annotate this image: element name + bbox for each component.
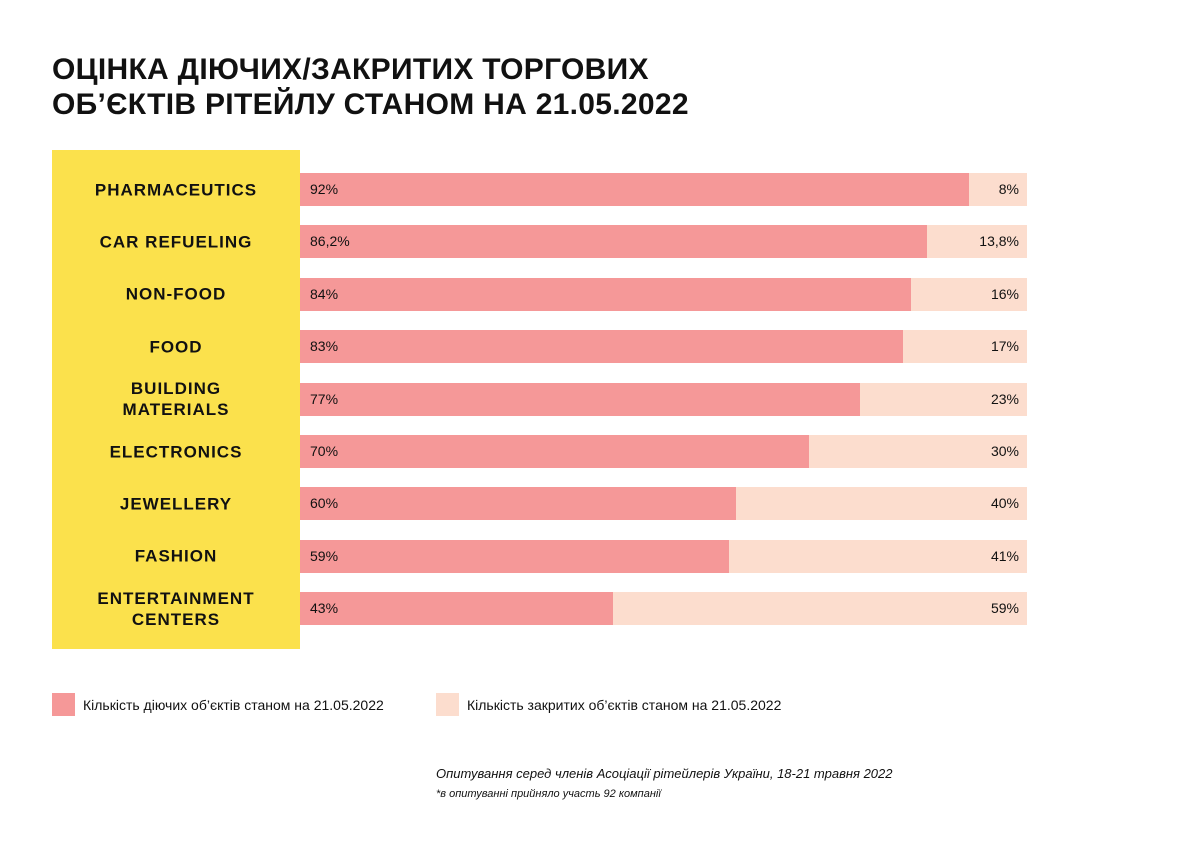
data-label-open: 43% (310, 600, 339, 617)
category-label-line: ELECTRONICS (109, 442, 243, 461)
bar-open (300, 330, 904, 364)
category-label: FOOD (52, 336, 300, 357)
bar-closed (910, 277, 1027, 311)
data-label-open: 77% (310, 390, 339, 407)
category-label: BUILDING MATERIALS (52, 378, 300, 420)
legend-swatch-closed (436, 693, 459, 716)
bar-open (300, 539, 729, 573)
category-label-line: FASHION (134, 546, 218, 566)
bar-closed (728, 539, 1027, 573)
legend-label-closed: Кількість закритих об’єктів станом на 21… (467, 696, 782, 713)
category-label: JEWELLERY (52, 493, 300, 514)
bar-closed (968, 173, 1027, 206)
data-label-open: 83% (310, 338, 339, 355)
bar-open (300, 173, 969, 206)
bar-closed (859, 382, 1027, 416)
data-label-closed: 59% (990, 600, 1019, 617)
bar-open (300, 277, 911, 311)
data-label-open: 84% (310, 285, 339, 302)
category-label-line: ENTERTAINMENT (97, 588, 255, 608)
category-label: ELECTRONICS (52, 441, 300, 462)
data-label-open: 70% (310, 443, 339, 459)
bar-closed (903, 330, 1027, 364)
chart-title-line-1: ОЦІНКА ДІЮЧИХ/ЗАКРИТИХ ТОРГОВИХ (52, 53, 649, 86)
legend-swatch-open (52, 693, 75, 716)
bar-closed (926, 225, 1027, 259)
data-label-open: 60% (310, 495, 339, 512)
bar-closed (736, 487, 1027, 521)
data-label-open: 59% (310, 547, 339, 564)
bar-open (300, 225, 927, 259)
category-label-line: JEWELLERY (119, 494, 233, 514)
category-label: FASHION (52, 546, 300, 567)
bar-open (300, 435, 809, 468)
bar-closed (612, 592, 1027, 626)
category-label-line: CAR REFUELING (99, 232, 253, 252)
data-label-closed: 30% (990, 443, 1019, 459)
data-label-open: 86,2% (310, 233, 350, 250)
category-label: CAR REFUELING (52, 231, 300, 252)
category-label-line: NON-FOOD (125, 284, 227, 304)
bar-open (300, 487, 737, 521)
data-label-closed: 40% (990, 495, 1019, 512)
legend-item-closed: Кількість закритих об’єктів станом на 21… (436, 693, 781, 716)
legend-label-open: Кількість діючих об’єктів станом на 21.0… (83, 696, 384, 713)
data-label-closed: 16% (990, 285, 1019, 302)
bar-open (300, 382, 860, 416)
legend-item-open: Кількість діючих об’єктів станом на 21.0… (52, 693, 384, 716)
category-label: ENTERTAINMENT CENTERS (52, 588, 300, 630)
data-label-closed: 8% (998, 181, 1019, 197)
category-label-line: FOOD (149, 337, 203, 357)
category-panel (52, 150, 300, 649)
bar-open (300, 592, 613, 626)
bar-closed (808, 435, 1027, 468)
chart-title-line-2: ОБ’ЄКТІВ РІТЕЙЛУ СТАНОМ НА 21.05.2022 (52, 88, 689, 121)
category-label: PHARMACEUTICS (52, 179, 300, 200)
chart-title: ОЦІНКА ДІЮЧИХ/ЗАКРИТИХ ТОРГОВИХ ОБ’ЄКТІВ… (52, 52, 689, 122)
category-label: NON-FOOD (52, 284, 300, 305)
category-label-line: CENTERS (131, 609, 221, 629)
data-label-closed: 13,8% (979, 233, 1019, 250)
category-label-line: MATERIALS (122, 400, 230, 420)
participants-note: *в опитуванні прийняло участь 92 компані… (436, 788, 661, 800)
data-label-closed: 17% (990, 338, 1019, 355)
data-label-open: 92% (310, 181, 339, 197)
category-label-line: BUILDING (130, 379, 222, 399)
source-note: Опитування серед членів Асоціації рітейл… (436, 766, 893, 781)
data-label-closed: 41% (990, 547, 1019, 564)
data-label-closed: 23% (990, 390, 1019, 407)
category-label-line: PHARMACEUTICS (94, 180, 258, 199)
